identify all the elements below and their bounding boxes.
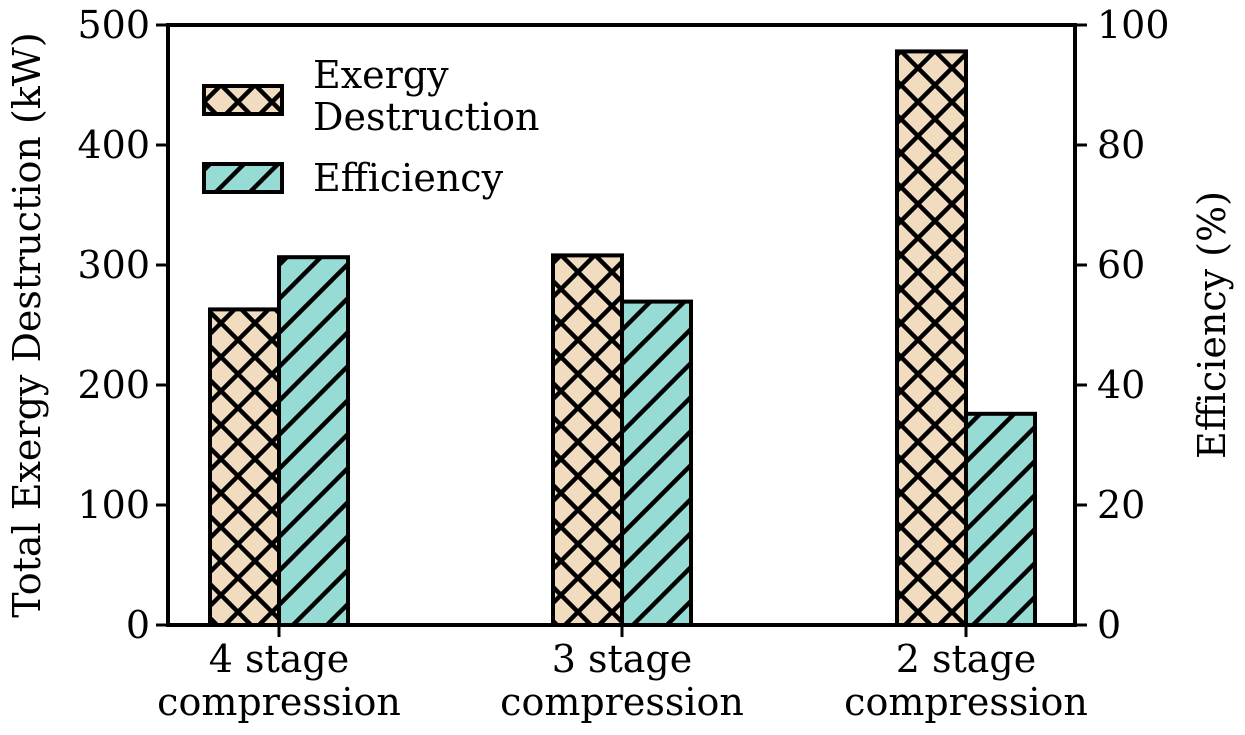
x-category-label: 2 stage compression (844, 637, 1088, 724)
left-tick-label: 0 (126, 603, 150, 647)
x-category-label: 3 stage compression (500, 637, 744, 724)
legend-label-1: Exergy Destruction (313, 53, 539, 139)
right-tick-label: 20 (1097, 483, 1145, 527)
bars (208, 49, 1037, 627)
right-tick-label: 60 (1097, 243, 1145, 287)
legend: Exergy Destruction Efficiency (202, 53, 539, 200)
x-category-label: 4 stage compression (157, 637, 401, 724)
bar-series-2-cat-2 (620, 299, 693, 627)
legend-label-2: Efficiency (313, 156, 504, 200)
left-tick-label: 500 (77, 3, 150, 47)
x-axis: 4 stage compression 3 stage compression 2 st… (157, 625, 1088, 724)
left-tick-label: 400 (77, 123, 150, 167)
bar-series-1-cat-1 (208, 307, 281, 627)
legend-swatch-1 (202, 84, 284, 116)
right-tick-label: 40 (1097, 363, 1145, 407)
right-y-axis: 0 20 40 60 80 100 (1075, 3, 1170, 647)
bar-series-2-cat-1 (277, 255, 350, 627)
right-y-axis-title: Efficiency (%) (1190, 191, 1234, 459)
left-tick-label: 300 (77, 243, 150, 287)
right-tick-label: 0 (1097, 603, 1121, 647)
left-tick-label: 100 (77, 483, 150, 527)
left-tick-label: 200 (77, 363, 150, 407)
bar-series-1-cat-2 (551, 253, 624, 627)
left-y-axis: 0 100 200 300 400 500 (77, 3, 168, 647)
left-y-axis-title: Total Exergy Destruction (kW) (5, 32, 49, 617)
bar-series-2-cat-3 (964, 411, 1037, 627)
legend-swatch-2 (202, 162, 284, 194)
right-tick-label: 80 (1097, 123, 1145, 167)
bar-series-1-cat-3 (895, 49, 968, 627)
right-tick-label: 100 (1097, 3, 1170, 47)
